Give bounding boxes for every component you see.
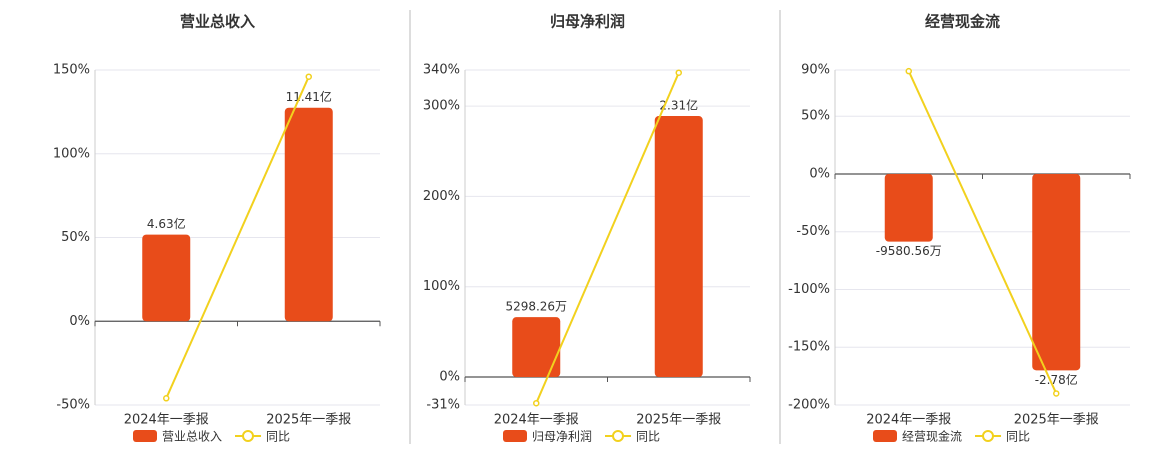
- data-label: -9580.56万: [876, 244, 942, 258]
- line-point: [163, 395, 170, 402]
- legend-label: 营业总收入: [162, 430, 222, 444]
- bar: [654, 116, 703, 378]
- legend-swatch: [873, 430, 897, 442]
- bar: [142, 234, 191, 322]
- line-point: [305, 73, 312, 80]
- line-point: [675, 69, 682, 76]
- x-tick-label: 2024年一季报: [866, 413, 951, 428]
- y-tick-label: 150%: [53, 63, 90, 78]
- y-tick-label: 100%: [53, 146, 90, 161]
- legend-swatch: [133, 430, 157, 442]
- legend-swatch: [503, 430, 527, 442]
- data-label: -2.78亿: [1035, 372, 1078, 387]
- y-tick-label: -50%: [796, 224, 830, 239]
- y-tick-label: 0%: [439, 370, 460, 385]
- y-tick-label: -200%: [788, 398, 830, 413]
- y-tick-label: 50%: [801, 109, 830, 124]
- chart-title: 经营现金流: [925, 13, 1000, 31]
- legend-label: 经营现金流: [902, 429, 962, 444]
- legend-label: 同比: [636, 430, 660, 444]
- chart-title: 归母净利润: [550, 13, 625, 31]
- x-tick-label: 2025年一季报: [266, 413, 351, 428]
- y-tick-label: 0%: [809, 166, 830, 181]
- bar: [1032, 173, 1081, 371]
- y-tick-label: 50%: [61, 230, 90, 245]
- bar: [884, 173, 933, 242]
- y-tick-label: 200%: [423, 189, 460, 204]
- y-tick-label: 340%: [423, 63, 460, 78]
- line: [165, 76, 310, 399]
- y-tick-label: -150%: [788, 340, 830, 355]
- y-tick-label: 300%: [423, 99, 460, 114]
- data-label: 11.41亿: [286, 89, 332, 104]
- y-tick-label: -31%: [426, 398, 460, 413]
- x-tick-label: 2024年一季报: [494, 413, 579, 428]
- line-point: [905, 67, 912, 75]
- legend-point: [242, 430, 254, 442]
- y-tick-label: 90%: [801, 63, 830, 78]
- x-tick-label: 2025年一季报: [636, 413, 721, 428]
- legend-label: 同比: [1006, 430, 1030, 444]
- y-tick-label: -50%: [56, 398, 90, 413]
- data-label: 5298.26万: [505, 300, 567, 314]
- legend-point: [612, 430, 624, 442]
- legend-label: 归母净利润: [532, 430, 592, 444]
- line-point: [1053, 390, 1060, 397]
- line-point: [533, 399, 540, 407]
- x-tick-label: 2025年一季报: [1014, 413, 1099, 428]
- line: [535, 72, 680, 404]
- x-tick-label: 2024年一季报: [124, 413, 209, 428]
- bar: [512, 317, 561, 378]
- data-label: 4.63亿: [147, 216, 186, 231]
- data-label: 2.31亿: [659, 98, 698, 113]
- y-tick-label: 100%: [423, 279, 460, 294]
- y-tick-label: 0%: [69, 314, 90, 329]
- line: [907, 70, 1058, 394]
- legend-point: [982, 430, 994, 442]
- legend-label: 同比: [266, 430, 290, 444]
- chart-title: 营业总收入: [180, 13, 255, 31]
- bar: [284, 107, 333, 322]
- y-tick-label: -100%: [788, 282, 830, 297]
